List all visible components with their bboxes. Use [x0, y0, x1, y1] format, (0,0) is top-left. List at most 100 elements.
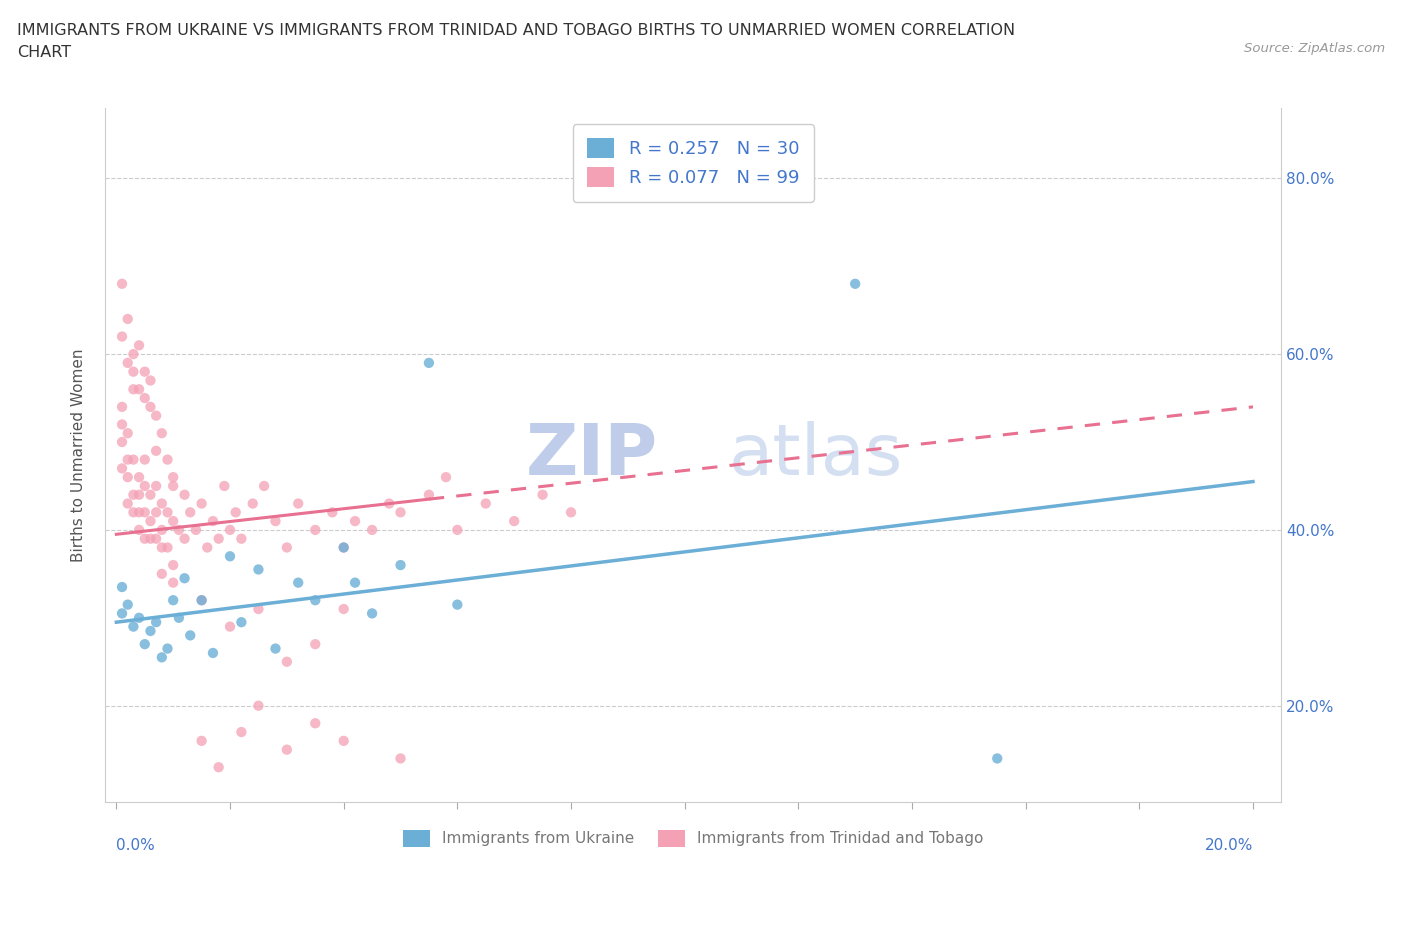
- Point: [184, 523, 207, 538]
- Point: [986, 751, 1008, 766]
- Point: [190, 592, 212, 607]
- Point: [242, 496, 264, 511]
- Point: [117, 597, 139, 612]
- Point: [162, 470, 184, 485]
- Point: [247, 562, 270, 577]
- Point: [162, 576, 184, 591]
- Point: [173, 531, 195, 546]
- Point: [167, 523, 190, 538]
- Point: [389, 505, 412, 520]
- Point: [128, 487, 150, 502]
- Point: [128, 610, 150, 625]
- Point: [145, 479, 167, 494]
- Point: [139, 487, 162, 502]
- Point: [195, 540, 218, 555]
- Point: [139, 531, 162, 546]
- Point: [117, 355, 139, 370]
- Point: [304, 637, 326, 652]
- Point: [139, 373, 162, 388]
- Point: [361, 606, 384, 621]
- Point: [122, 487, 145, 502]
- Point: [156, 452, 179, 467]
- Point: [145, 615, 167, 630]
- Point: [276, 655, 298, 670]
- Point: [111, 399, 134, 414]
- Point: [128, 382, 150, 397]
- Text: Source: ZipAtlas.com: Source: ZipAtlas.com: [1244, 42, 1385, 55]
- Point: [117, 312, 139, 326]
- Point: [190, 592, 212, 607]
- Point: [117, 452, 139, 467]
- Point: [231, 615, 253, 630]
- Point: [503, 513, 526, 528]
- Point: [201, 645, 224, 660]
- Point: [134, 452, 156, 467]
- Point: [531, 487, 554, 502]
- Point: [179, 628, 201, 643]
- Point: [219, 619, 242, 634]
- Point: [128, 523, 150, 538]
- Point: [139, 399, 162, 414]
- Point: [389, 751, 412, 766]
- Point: [117, 470, 139, 485]
- Point: [134, 365, 156, 379]
- Point: [264, 641, 287, 656]
- Point: [173, 487, 195, 502]
- Point: [117, 496, 139, 511]
- Point: [150, 566, 173, 581]
- Point: [122, 382, 145, 397]
- Point: [190, 496, 212, 511]
- Point: [446, 597, 468, 612]
- Point: [122, 365, 145, 379]
- Point: [134, 637, 156, 652]
- Point: [247, 602, 270, 617]
- Point: [111, 606, 134, 621]
- Point: [150, 426, 173, 441]
- Text: ZIP: ZIP: [526, 420, 658, 490]
- Point: [201, 513, 224, 528]
- Point: [117, 426, 139, 441]
- Point: [287, 496, 309, 511]
- Point: [304, 716, 326, 731]
- Point: [321, 505, 343, 520]
- Point: [361, 523, 384, 538]
- Point: [145, 531, 167, 546]
- Point: [332, 540, 354, 555]
- Point: [190, 734, 212, 749]
- Point: [304, 592, 326, 607]
- Point: [253, 479, 276, 494]
- Point: [122, 505, 145, 520]
- Point: [332, 734, 354, 749]
- Point: [446, 523, 468, 538]
- Point: [247, 698, 270, 713]
- Y-axis label: Births to Unmarried Women: Births to Unmarried Women: [72, 349, 86, 562]
- Point: [276, 540, 298, 555]
- Point: [111, 434, 134, 449]
- Point: [418, 487, 440, 502]
- Point: [156, 505, 179, 520]
- Point: [156, 641, 179, 656]
- Point: [134, 391, 156, 405]
- Point: [208, 760, 231, 775]
- Point: [332, 602, 354, 617]
- Point: [264, 513, 287, 528]
- Point: [122, 452, 145, 467]
- Point: [231, 531, 253, 546]
- Point: [134, 531, 156, 546]
- Point: [208, 531, 231, 546]
- Point: [128, 505, 150, 520]
- Point: [162, 592, 184, 607]
- Point: [111, 461, 134, 476]
- Point: [139, 623, 162, 638]
- Point: [167, 610, 190, 625]
- Point: [150, 496, 173, 511]
- Point: [173, 571, 195, 586]
- Legend: Immigrants from Ukraine, Immigrants from Trinidad and Tobago: Immigrants from Ukraine, Immigrants from…: [392, 819, 994, 857]
- Point: [134, 505, 156, 520]
- Point: [128, 338, 150, 352]
- Point: [139, 513, 162, 528]
- Point: [418, 355, 440, 370]
- Text: atlas: atlas: [728, 420, 903, 490]
- Point: [150, 540, 173, 555]
- Point: [111, 417, 134, 432]
